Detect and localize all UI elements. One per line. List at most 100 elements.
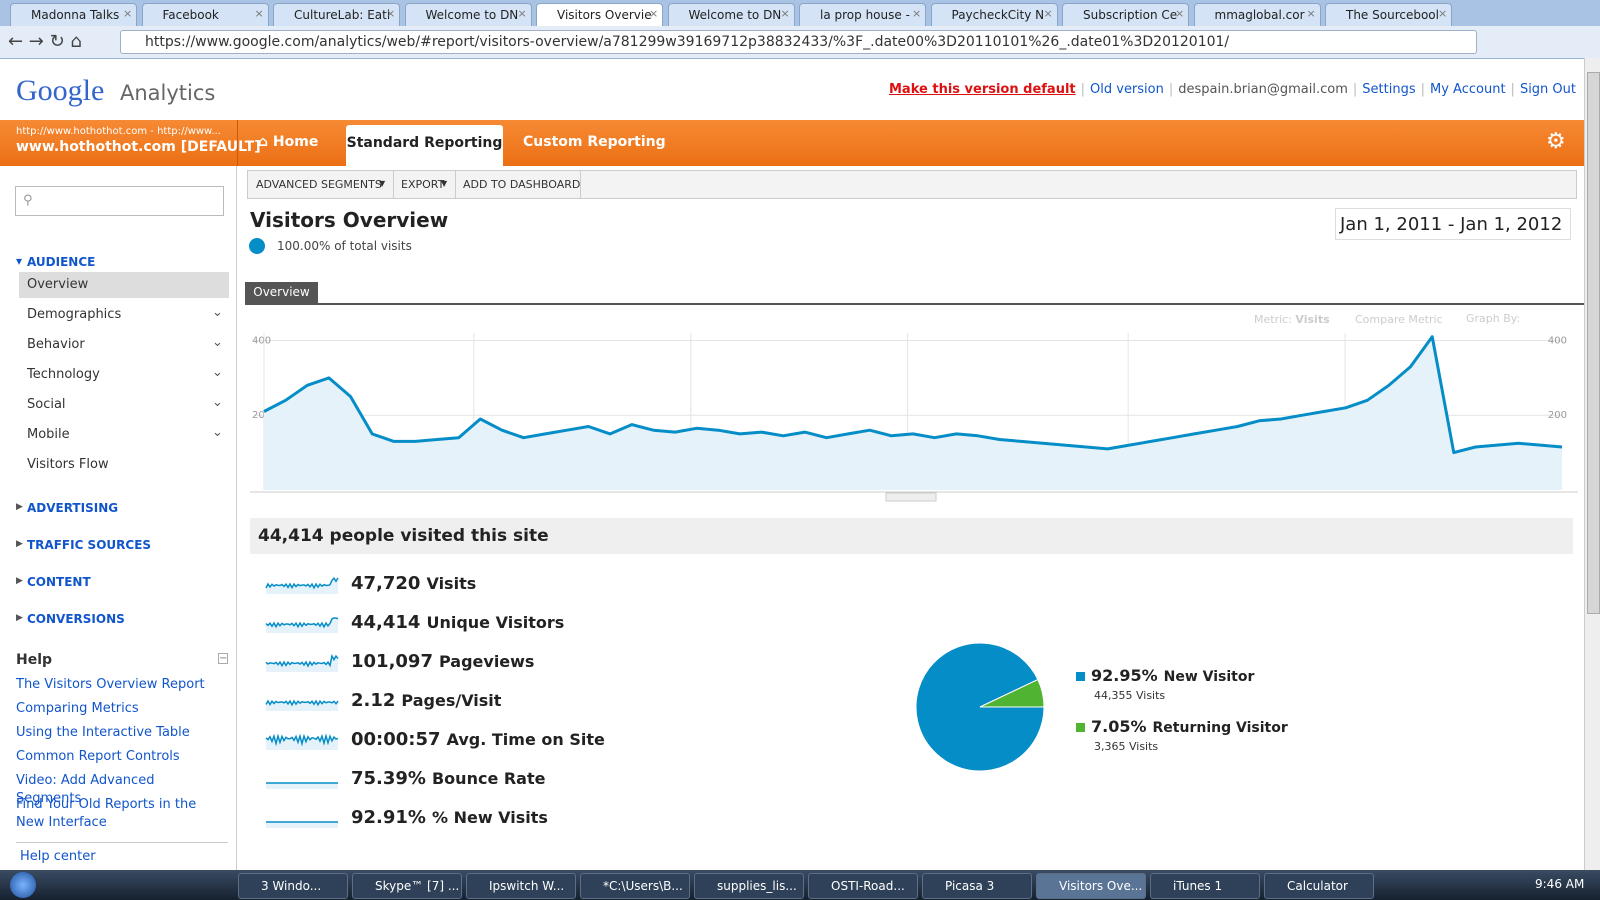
browser-tab[interactable]: Madonna Talks × xyxy=(10,3,137,27)
overview-tab[interactable]: Overview xyxy=(245,282,318,303)
tab-close[interactable]: × xyxy=(254,7,264,20)
header-link[interactable]: My Account xyxy=(1430,82,1506,97)
browser-tab[interactable]: Visitors Overvie × xyxy=(536,3,663,27)
browser-tab[interactable]: Subscription Ce × xyxy=(1062,3,1189,27)
taskbar-label: OSTI-Road... xyxy=(831,879,905,893)
metric-label: Pageviews xyxy=(438,652,535,671)
header-link[interactable]: Sign Out xyxy=(1519,82,1576,97)
tab-close[interactable]: × xyxy=(123,7,133,20)
taskbar-item[interactable]: Visitors Ove... xyxy=(1036,873,1146,899)
help-link[interactable]: Video: Add Advanced Segments xyxy=(16,773,155,806)
pie-slice xyxy=(979,678,1045,708)
help-collapse[interactable]: − xyxy=(218,653,229,664)
dropdown-arrow: ▼ xyxy=(379,179,386,188)
section-header[interactable]: TRAFFIC SOURCES xyxy=(27,538,152,552)
nav-tab-home[interactable]: ⌂ Home xyxy=(258,134,319,150)
section-header[interactable]: CONTENT xyxy=(27,575,91,589)
scrollbar[interactable] xyxy=(1584,58,1600,870)
graph-by[interactable]: Graph By: xyxy=(1466,312,1521,325)
tab-close[interactable]: × xyxy=(1043,7,1053,20)
segment-icon xyxy=(249,238,265,254)
header-link[interactable]: Old version xyxy=(1090,82,1164,97)
sparkline xyxy=(265,577,339,590)
metric-picker[interactable]: Metric: Visits xyxy=(1254,313,1330,326)
chevron: ⌄ xyxy=(212,305,223,320)
browser-tab[interactable]: la prop house - × xyxy=(799,3,926,27)
omnibox[interactable]: https://www.google.com/analytics/web/#re… xyxy=(120,30,1477,54)
section-header[interactable]: ▾ xyxy=(16,254,23,268)
taskbar: 9:46 AM 3 Windo... Skype™ [7] ... Ipswitch… xyxy=(0,870,1600,900)
tab-close[interactable]: × xyxy=(1438,7,1448,20)
header-link[interactable]: Make this version default xyxy=(889,82,1076,97)
help-link[interactable]: The Visitors Overview Report xyxy=(16,677,205,692)
browser-tab[interactable]: Welcome to DN × xyxy=(667,3,795,27)
nav-item[interactable]: Visitors Flow xyxy=(27,457,109,472)
tab-close[interactable]: × xyxy=(649,7,659,20)
browser-tab[interactable]: CultureLab: Eati × xyxy=(273,3,400,27)
nav-item[interactable]: Technology xyxy=(27,367,100,382)
toolbar-button[interactable]: EXPORT ▼ xyxy=(393,171,456,198)
taskbar-label: *C:\Users\B... xyxy=(603,879,683,893)
account: http://www.hothothot.com - http://www... xyxy=(16,126,221,137)
compare-metric[interactable]: Compare Metric xyxy=(1355,313,1443,326)
separator: | xyxy=(1168,82,1174,97)
section-header[interactable]: CONVERSIONS xyxy=(27,612,125,626)
taskbar-item[interactable]: 3 Windo... xyxy=(238,873,348,899)
help-link[interactable]: Using the Interactive Table xyxy=(16,725,190,740)
tab-close[interactable]: × xyxy=(1306,7,1316,20)
taskbar-item[interactable]: *C:\Users\B... xyxy=(580,873,690,899)
metric-label: Avg. Time on Site xyxy=(446,730,605,749)
account-box[interactable]: http://www.hothothot.com - http://www...… xyxy=(0,120,261,166)
browser-tab[interactable]: PaycheckCity N × xyxy=(930,3,1058,27)
help-center[interactable]: Help center xyxy=(20,849,96,864)
nav-item[interactable]: Mobile xyxy=(27,427,70,442)
tab-close[interactable]: × xyxy=(912,7,922,20)
taskbar-item[interactable]: OSTI-Road... xyxy=(808,873,918,899)
search-box[interactable]: ⚲ xyxy=(15,186,224,216)
browser-tab[interactable]: Welcome to DN × xyxy=(404,3,532,27)
toolbar-button[interactable]: ADVANCED SEGMENTS ▼ xyxy=(248,171,394,198)
nav-item[interactable]: Behavior xyxy=(27,337,85,352)
tab-close[interactable]: × xyxy=(386,7,396,20)
section-header[interactable]: AUDIENCE xyxy=(27,255,96,269)
metric-label: Unique Visitors xyxy=(426,613,565,632)
sparkline-area xyxy=(266,736,338,750)
tab-close[interactable]: × xyxy=(1175,7,1185,20)
date-range[interactable]: Jan 1, 2011 - Jan 1, 2012 xyxy=(1335,208,1571,240)
nav-item[interactable]: Social xyxy=(27,397,66,412)
taskbar-item[interactable]: supplies_lis... xyxy=(694,873,804,899)
browser-tab[interactable]: Facebook × xyxy=(141,3,269,27)
taskbar-item[interactable]: iTunes 1 xyxy=(1150,873,1260,899)
taskbar-item[interactable]: Skype™ [7] ... xyxy=(352,873,462,899)
nav-item[interactable]: Overview xyxy=(27,277,89,292)
chevron: ⌄ xyxy=(212,335,223,350)
taskbar-item[interactable]: Ipswitch W... xyxy=(466,873,576,899)
toolbar-button[interactable]: ADD TO DASHBOARD xyxy=(455,171,581,198)
tab-title: The Sourcebool xyxy=(1346,8,1439,22)
browser-tab[interactable]: mmaglobal.cor × xyxy=(1193,3,1321,27)
start-button[interactable] xyxy=(10,872,36,898)
logo[interactable]: Google xyxy=(16,74,105,107)
nav-buttons[interactable]: ← → ↻ ⌂ xyxy=(8,31,82,52)
nav-item[interactable]: Demographics xyxy=(27,307,122,322)
nav-tab[interactable]: Custom Reporting xyxy=(523,134,666,150)
taskbar-item[interactable]: Calculator xyxy=(1264,873,1374,899)
section-header[interactable]: ADVERTISING xyxy=(27,501,119,515)
browser-tab[interactable]: The Sourcebool × xyxy=(1325,3,1452,27)
scroll-thumb[interactable] xyxy=(1587,72,1600,614)
help-link[interactable]: Common Report Controls xyxy=(16,749,180,764)
metric-value: 2.12 xyxy=(351,690,396,711)
settings-gear[interactable]: ⚙ xyxy=(1546,129,1566,154)
tab-close[interactable]: × xyxy=(517,7,527,20)
metric-label: % New Visits xyxy=(431,808,548,827)
sparkline-area xyxy=(266,822,338,828)
tab-close[interactable]: × xyxy=(780,7,790,20)
help-link[interactable]: Comparing Metrics xyxy=(16,701,139,716)
sparkline xyxy=(265,653,339,668)
header-link[interactable]: Settings xyxy=(1362,82,1416,97)
toolbar-bar: ← → ↻ ⌂ https://www.google.com/analytics… xyxy=(0,26,1600,59)
nav-tab-active[interactable]: Standard Reporting xyxy=(346,125,503,166)
taskbar-item[interactable]: Picasa 3 xyxy=(922,873,1032,899)
help-link[interactable]: Find Your Old Reports in the New Interfa… xyxy=(16,797,197,830)
logo-product: Analytics xyxy=(120,81,216,105)
